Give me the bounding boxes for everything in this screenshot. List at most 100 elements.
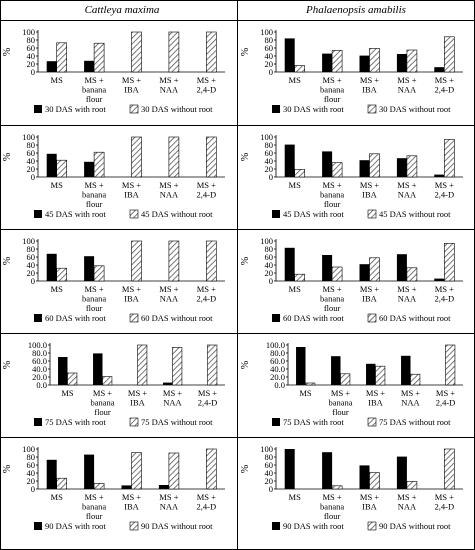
x-category-label: IBA [368, 398, 384, 408]
bar-with-root [359, 465, 370, 489]
x-category-label: MS + [197, 284, 216, 294]
x-category-label: NAA [398, 294, 417, 304]
legend-swatch-without-root [129, 104, 139, 114]
x-category-label: MS + [397, 284, 416, 294]
legend-label-with-root: 45 DAS with root [45, 209, 106, 219]
y-tick-label: 0 [31, 276, 35, 286]
y-tick-label: 60 [27, 460, 36, 470]
x-category-label: banana [320, 85, 344, 95]
bar-with-root [121, 485, 132, 489]
bar-with-root [434, 67, 445, 72]
bar-without-root [443, 36, 455, 73]
y-tick-label: 0 [31, 484, 35, 494]
legend-label-with-root: 30 DAS with root [283, 104, 344, 114]
x-category-label: banana [82, 85, 106, 95]
y-tick-label: 0 [31, 172, 35, 182]
bar-without-root [168, 31, 180, 73]
y-tick-label: 20 [27, 476, 36, 486]
x-category-label: flour [86, 94, 103, 104]
bar-with-root [401, 355, 411, 385]
bar-with-root [84, 161, 95, 177]
x-category-label: NAA [160, 294, 179, 304]
bar-without-root [93, 265, 105, 282]
x-category-label: MS + [360, 180, 379, 190]
bar-without-root [294, 169, 306, 178]
y-tick-label: 0 [269, 484, 273, 494]
y-tick-label: 0 [31, 67, 35, 77]
y-tick-label: 100.0 [266, 340, 285, 350]
x-category-label: MS [51, 75, 64, 85]
x-category-label: MS + [322, 75, 341, 85]
y-axis-label: % [2, 48, 13, 56]
bar-without-root [369, 257, 380, 282]
y-axis-label: % [240, 48, 251, 56]
y-tick-label: 100.0 [28, 340, 47, 350]
y-tick-label: 0 [269, 276, 273, 286]
y-tick-label: 80 [265, 35, 274, 45]
x-category-label: banana [328, 398, 352, 408]
x-category-label: MS + [322, 492, 341, 502]
legend-label-without-root: 75 DAS without root [141, 417, 213, 427]
x-category-label: MS + [435, 180, 454, 190]
x-category-label: MS + [397, 180, 416, 190]
x-category-label: MS + [435, 492, 454, 502]
x-category-label: NAA [160, 502, 179, 512]
x-category-label: MS + [322, 284, 341, 294]
y-tick-label: 0.0 [274, 380, 285, 390]
legend-label-with-root: 60 DAS with root [45, 313, 106, 323]
y-axis-label: % [2, 153, 13, 161]
y-tick-label: 100 [260, 132, 273, 142]
x-category-label: MS + [84, 284, 103, 294]
x-category-label: NAA [398, 190, 417, 200]
legend-swatch-with-root [34, 314, 42, 322]
y-tick-label: 40.0 [270, 364, 285, 374]
legend-label-without-root: 45 DAS without root [141, 209, 213, 219]
y-tick-label: 80 [265, 244, 274, 254]
bar-with-root [284, 449, 295, 489]
y-tick-label: 40 [265, 51, 274, 61]
y-tick-label: 100 [22, 444, 35, 454]
x-category-label: MS [51, 492, 64, 502]
bar-with-root [322, 151, 333, 177]
x-category-label: flour [324, 303, 341, 313]
legend-swatch-without-root [367, 313, 377, 323]
y-tick-label: 20 [27, 268, 36, 278]
y-tick-label: 0 [269, 67, 273, 77]
y-tick-label: 100 [22, 132, 35, 142]
bar-without-root [406, 267, 418, 282]
x-category-label: IBA [362, 85, 378, 95]
legend-label-with-root: 75 DAS with root [283, 417, 344, 427]
bar-with-root [331, 356, 341, 385]
x-category-label: NAA [163, 398, 182, 408]
x-category-label: flour [86, 511, 103, 521]
x-category-label: flour [324, 94, 341, 104]
x-category-label: MS + [397, 492, 416, 502]
y-tick-label: 60 [265, 252, 274, 262]
bar-without-root [369, 472, 380, 490]
legend-swatch-with-root [272, 105, 280, 113]
legend-swatch-without-root [129, 521, 139, 531]
y-axis-label: % [240, 257, 251, 265]
bar-with-root [322, 53, 333, 72]
bar-with-root [163, 382, 173, 385]
bar-without-root [294, 273, 306, 282]
bar-without-root [369, 48, 380, 73]
x-category-label: MS + [360, 284, 379, 294]
x-category-label: banana [320, 502, 344, 512]
bar-with-root [366, 363, 376, 385]
y-tick-label: 60 [265, 460, 274, 470]
x-category-label: MS + [93, 388, 112, 398]
bar-without-root [93, 151, 105, 178]
x-category-label: MS [289, 284, 302, 294]
header-cattleya: Cattleya maxima [85, 4, 160, 16]
bar-without-root [443, 448, 455, 490]
x-category-label: banana [82, 190, 106, 200]
x-category-label: IBA [362, 502, 378, 512]
